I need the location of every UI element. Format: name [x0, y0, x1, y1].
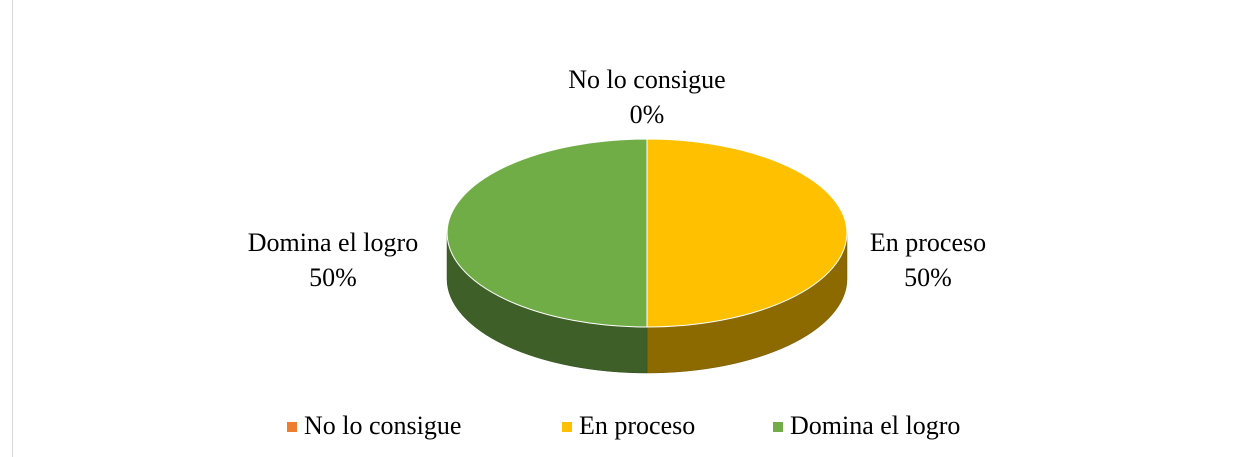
data-label-name: Domina el logro [248, 228, 418, 257]
legend-swatch [287, 422, 297, 432]
data-label-name: No lo consigue [568, 65, 725, 94]
data-label-value: 50% [904, 263, 952, 292]
legend-label: No lo consigue [304, 411, 461, 440]
data-label-name: En proceso [870, 228, 986, 257]
legend: No lo consigue En proceso Domina el logro [287, 411, 960, 440]
legend-label: Domina el logro [790, 411, 960, 440]
legend-swatch [773, 422, 783, 432]
legend-label: En proceso [579, 411, 695, 440]
data-label-value: 50% [309, 263, 357, 292]
pie-slice [646, 138, 848, 328]
pie-tops [446, 138, 848, 328]
data-labels: No lo consigue 0% En proceso 50% Domina el l… [248, 65, 986, 292]
pie-slice [446, 138, 648, 328]
data-label-value: 0% [630, 100, 665, 129]
legend-swatch [562, 422, 572, 432]
